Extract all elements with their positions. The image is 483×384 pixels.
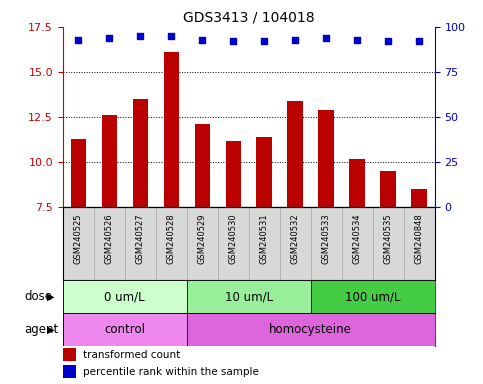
Bar (94, 207, 125, 280)
Bar (71, 139, 86, 207)
Bar (256, 137, 272, 207)
Bar (63, 348, 76, 361)
Bar (101, 115, 117, 207)
Text: GSM240526: GSM240526 (105, 213, 114, 264)
Bar (342, 207, 373, 280)
Bar (63, 313, 187, 346)
Point (354, 36, 361, 43)
Text: 100 um/L: 100 um/L (345, 290, 400, 303)
Text: 0 um/L: 0 um/L (104, 290, 145, 303)
Text: agent: agent (24, 323, 58, 336)
Bar (187, 207, 218, 280)
Text: control: control (104, 323, 145, 336)
Text: ▶: ▶ (47, 291, 55, 302)
Bar (187, 313, 435, 346)
Title: GDS3413 / 104018: GDS3413 / 104018 (183, 10, 314, 24)
Text: GSM240534: GSM240534 (353, 213, 362, 264)
Bar (404, 207, 435, 280)
Text: GSM240531: GSM240531 (260, 213, 269, 264)
Text: GSM240529: GSM240529 (198, 213, 207, 264)
Text: GSM240527: GSM240527 (136, 213, 145, 264)
Text: GSM240848: GSM240848 (415, 213, 424, 264)
Bar (63, 365, 76, 379)
Point (291, 36, 299, 43)
Text: GSM240535: GSM240535 (384, 213, 393, 264)
Text: GSM240525: GSM240525 (74, 213, 83, 264)
Bar (280, 207, 311, 280)
Text: GSM240533: GSM240533 (322, 213, 331, 264)
Bar (164, 52, 179, 207)
Text: transformed count: transformed count (83, 349, 181, 359)
Bar (156, 207, 187, 280)
Bar (381, 171, 396, 207)
Bar (63, 280, 187, 313)
Text: percentile rank within the sample: percentile rank within the sample (83, 367, 259, 377)
Bar (226, 141, 241, 207)
Bar (287, 101, 303, 207)
Bar (311, 207, 342, 280)
Point (260, 38, 268, 45)
Bar (350, 159, 365, 207)
Point (384, 38, 392, 45)
Text: ▶: ▶ (47, 324, 55, 334)
Bar (318, 110, 334, 207)
Bar (311, 280, 435, 313)
Text: GSM240528: GSM240528 (167, 213, 176, 264)
Text: homocysteine: homocysteine (270, 323, 352, 336)
Bar (412, 189, 427, 207)
Text: dose: dose (24, 290, 52, 303)
Bar (249, 207, 280, 280)
Bar (373, 207, 404, 280)
Point (136, 33, 144, 39)
Bar (187, 280, 311, 313)
Bar (195, 124, 210, 207)
Bar (63, 207, 94, 280)
Text: GSM240532: GSM240532 (291, 213, 300, 264)
Point (168, 33, 175, 39)
Bar (218, 207, 249, 280)
Point (415, 38, 423, 45)
Point (199, 36, 206, 43)
Point (229, 38, 237, 45)
Point (74, 36, 82, 43)
Point (105, 35, 113, 41)
Text: GSM240530: GSM240530 (229, 213, 238, 264)
Text: 10 um/L: 10 um/L (225, 290, 273, 303)
Bar (125, 207, 156, 280)
Point (322, 35, 330, 41)
Bar (132, 99, 148, 207)
